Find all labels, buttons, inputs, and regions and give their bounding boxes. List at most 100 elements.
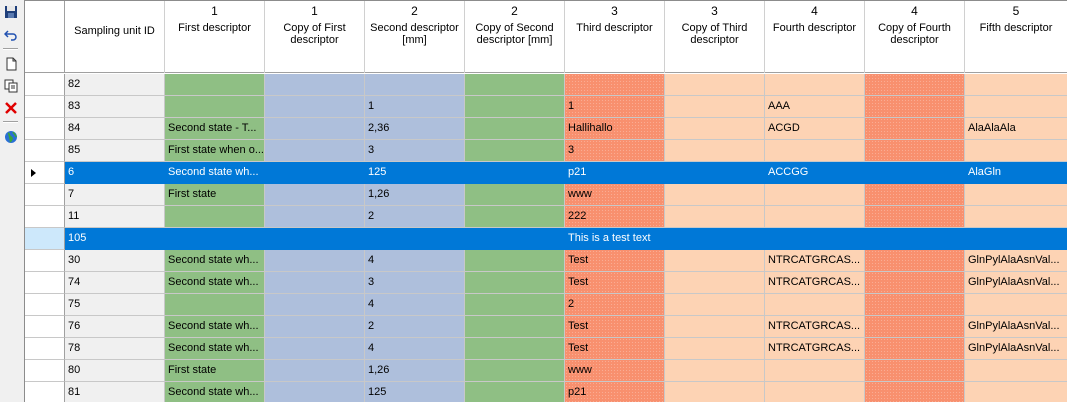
cell-first-descriptor[interactable]: First state when o... <box>165 140 265 162</box>
cell-copy-of-third-descriptor[interactable] <box>665 360 765 382</box>
row-header[interactable] <box>25 228 65 250</box>
cell-fourth-descriptor[interactable] <box>765 206 865 228</box>
cell-fourth-descriptor[interactable] <box>765 74 865 96</box>
cell-first-descriptor[interactable]: Second state wh... <box>165 316 265 338</box>
row-header[interactable] <box>25 338 65 360</box>
cell-fifth-descriptor[interactable]: GlnPylAlaAsnVal... <box>965 250 1067 272</box>
cell-sampling-unit-id[interactable]: 30 <box>65 250 165 272</box>
cell-copy-of-third-descriptor[interactable] <box>665 206 765 228</box>
cell-second-descriptor[interactable]: 3 <box>365 140 465 162</box>
cell-copy-of-first-descriptor[interactable] <box>265 140 365 162</box>
cell-copy-of-first-descriptor[interactable] <box>265 272 365 294</box>
column-header-third-descriptor[interactable]: 3 Third descriptor <box>565 1 665 73</box>
cell-sampling-unit-id[interactable]: 76 <box>65 316 165 338</box>
cell-first-descriptor[interactable]: First state <box>165 360 265 382</box>
cell-second-descriptor[interactable]: 125 <box>365 382 465 402</box>
cell-copy-of-fourth-descriptor[interactable] <box>865 360 965 382</box>
cell-fourth-descriptor[interactable] <box>765 382 865 402</box>
cell-sampling-unit-id[interactable]: 74 <box>65 272 165 294</box>
cell-copy-of-second-descriptor[interactable] <box>465 184 565 206</box>
column-header-copy-of-first-descriptor[interactable]: 1 Copy of First descriptor <box>265 1 365 73</box>
cell-third-descriptor[interactable]: 1 <box>565 96 665 118</box>
cell-second-descriptor[interactable]: 1,26 <box>365 184 465 206</box>
row-header[interactable] <box>25 118 65 140</box>
copy-icon[interactable] <box>2 77 20 95</box>
cell-sampling-unit-id[interactable]: 78 <box>65 338 165 360</box>
cell-copy-of-second-descriptor[interactable] <box>465 206 565 228</box>
cell-fifth-descriptor[interactable] <box>965 74 1067 96</box>
cell-second-descriptor[interactable]: 4 <box>365 294 465 316</box>
cell-third-descriptor[interactable]: p21 <box>565 382 665 402</box>
cell-copy-of-first-descriptor[interactable] <box>265 162 365 184</box>
cell-copy-of-third-descriptor[interactable] <box>665 338 765 360</box>
row-header[interactable] <box>25 360 65 382</box>
cell-third-descriptor[interactable]: www <box>565 360 665 382</box>
cell-second-descriptor[interactable] <box>365 228 465 250</box>
cell-second-descriptor[interactable]: 2,36 <box>365 118 465 140</box>
cell-copy-of-third-descriptor[interactable] <box>665 382 765 402</box>
cell-sampling-unit-id[interactable]: 7 <box>65 184 165 206</box>
cell-copy-of-first-descriptor[interactable] <box>265 316 365 338</box>
cell-copy-of-second-descriptor[interactable] <box>465 118 565 140</box>
cell-fourth-descriptor[interactable] <box>765 140 865 162</box>
row-header[interactable] <box>25 74 65 96</box>
cell-third-descriptor[interactable]: 2 <box>565 294 665 316</box>
cell-fifth-descriptor[interactable] <box>965 382 1067 402</box>
cell-copy-of-second-descriptor[interactable] <box>465 162 565 184</box>
table-row[interactable]: 74 Second state wh... 3 Test NTRCATGRCAS... G… <box>25 272 1067 294</box>
cell-fifth-descriptor[interactable] <box>965 228 1067 250</box>
cell-copy-of-fourth-descriptor[interactable] <box>865 118 965 140</box>
cell-first-descriptor[interactable]: Second state wh... <box>165 250 265 272</box>
cell-copy-of-fourth-descriptor[interactable] <box>865 206 965 228</box>
cell-copy-of-first-descriptor[interactable] <box>265 294 365 316</box>
cell-first-descriptor[interactable]: Second state wh... <box>165 338 265 360</box>
cell-fifth-descriptor[interactable]: GlnPylAlaAsnVal... <box>965 316 1067 338</box>
cell-fifth-descriptor[interactable]: GlnPylAlaAsnVal... <box>965 272 1067 294</box>
table-row[interactable]: 80 First state 1,26 www <box>25 360 1067 382</box>
cell-copy-of-third-descriptor[interactable] <box>665 184 765 206</box>
cell-sampling-unit-id[interactable]: 81 <box>65 382 165 402</box>
cell-third-descriptor[interactable]: 3 <box>565 140 665 162</box>
table-row[interactable]: 11 2 222 <box>25 206 1067 228</box>
cell-copy-of-third-descriptor[interactable] <box>665 228 765 250</box>
cell-fourth-descriptor[interactable]: ACCGG <box>765 162 865 184</box>
globe-icon[interactable] <box>2 128 20 146</box>
cell-second-descriptor[interactable]: 1 <box>365 96 465 118</box>
cell-second-descriptor[interactable]: 3 <box>365 272 465 294</box>
cell-third-descriptor[interactable]: Hallihallo <box>565 118 665 140</box>
cell-copy-of-third-descriptor[interactable] <box>665 74 765 96</box>
row-header[interactable] <box>25 96 65 118</box>
table-row[interactable]: 84 Second state - T... 2,36 Hallihallo ACGD A… <box>25 118 1067 140</box>
cell-sampling-unit-id[interactable]: 83 <box>65 96 165 118</box>
cell-copy-of-second-descriptor[interactable] <box>465 294 565 316</box>
cell-second-descriptor[interactable]: 2 <box>365 316 465 338</box>
row-header[interactable] <box>25 382 65 402</box>
new-document-icon[interactable] <box>2 55 20 73</box>
row-header[interactable] <box>25 140 65 162</box>
cell-fourth-descriptor[interactable]: ACGD <box>765 118 865 140</box>
cell-copy-of-fourth-descriptor[interactable] <box>865 316 965 338</box>
cell-first-descriptor[interactable]: First state <box>165 184 265 206</box>
table-row[interactable]: 81 Second state wh... 125 p21 <box>25 382 1067 402</box>
cell-copy-of-fourth-descriptor[interactable] <box>865 228 965 250</box>
cell-copy-of-third-descriptor[interactable] <box>665 162 765 184</box>
cell-first-descriptor[interactable]: Second state wh... <box>165 162 265 184</box>
row-header-corner[interactable] <box>25 1 65 73</box>
column-header-copy-of-fourth-descriptor[interactable]: 4 Copy of Fourth descriptor <box>865 1 965 73</box>
cell-third-descriptor[interactable]: Test <box>565 338 665 360</box>
save-icon[interactable] <box>2 3 20 21</box>
cell-copy-of-second-descriptor[interactable] <box>465 360 565 382</box>
cell-copy-of-third-descriptor[interactable] <box>665 118 765 140</box>
cell-copy-of-first-descriptor[interactable] <box>265 184 365 206</box>
cell-sampling-unit-id[interactable]: 11 <box>65 206 165 228</box>
cell-copy-of-second-descriptor[interactable] <box>465 96 565 118</box>
cell-copy-of-first-descriptor[interactable] <box>265 360 365 382</box>
cell-copy-of-fourth-descriptor[interactable] <box>865 184 965 206</box>
cell-fifth-descriptor[interactable]: GlnPylAlaAsnVal... <box>965 338 1067 360</box>
column-header-fifth-descriptor[interactable]: 5 Fifth descriptor <box>965 1 1067 73</box>
cell-copy-of-fourth-descriptor[interactable] <box>865 162 965 184</box>
cell-first-descriptor[interactable] <box>165 96 265 118</box>
cell-copy-of-fourth-descriptor[interactable] <box>865 140 965 162</box>
cell-sampling-unit-id[interactable]: 85 <box>65 140 165 162</box>
cell-sampling-unit-id[interactable]: 80 <box>65 360 165 382</box>
